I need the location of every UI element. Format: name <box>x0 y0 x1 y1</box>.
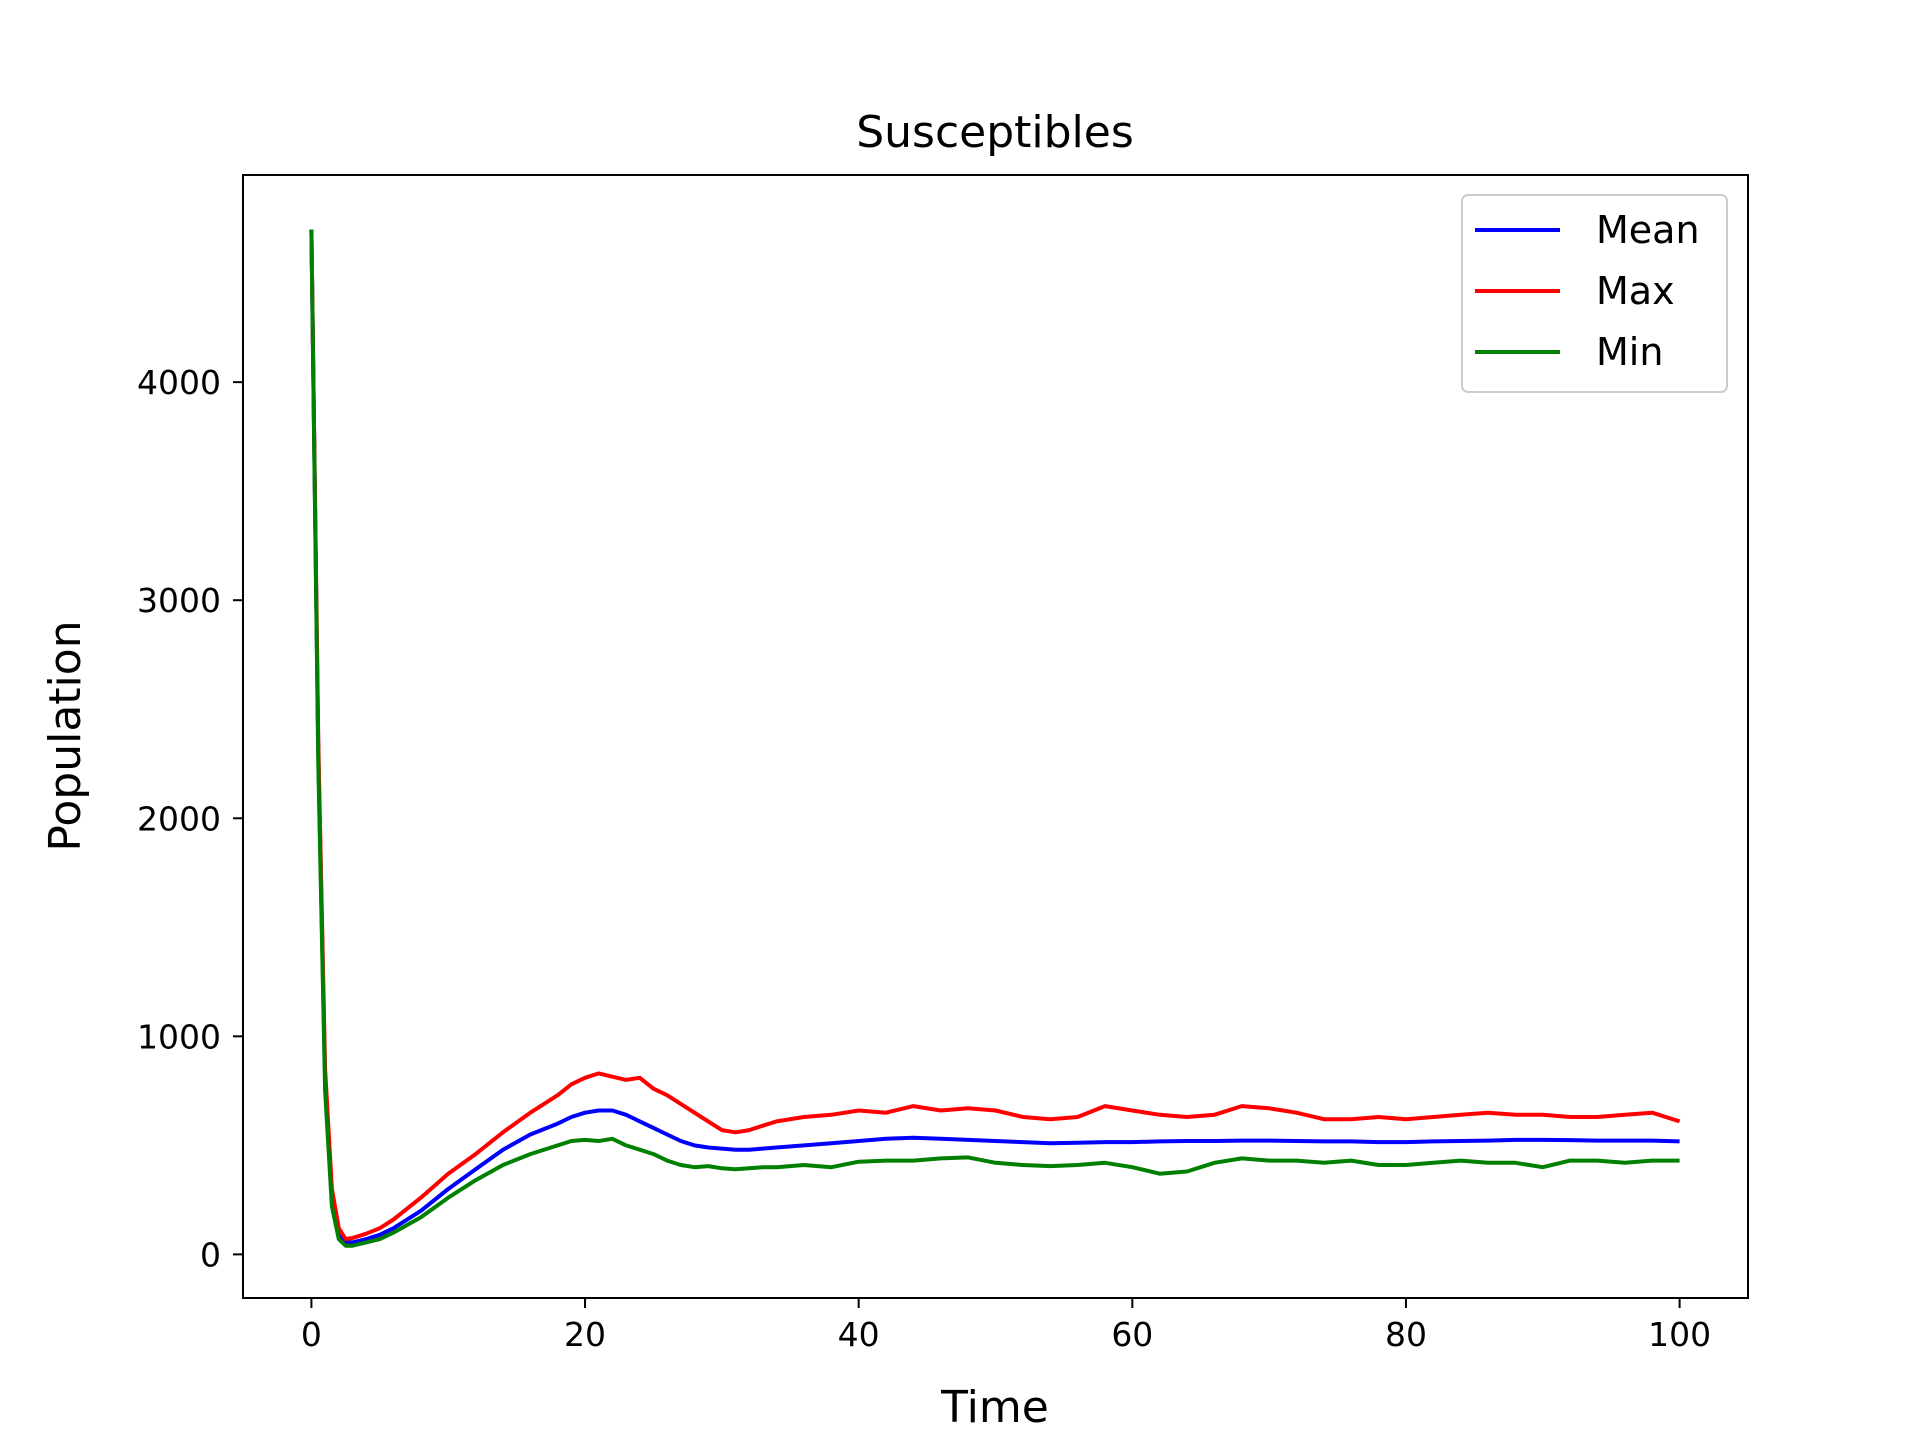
plot-frame <box>242 174 1749 1299</box>
x-tick-label: 80 <box>1385 1315 1427 1354</box>
series-layer <box>309 229 1681 1248</box>
legend-label-min: Min <box>1596 330 1663 374</box>
y-axis-title: Population <box>40 620 91 851</box>
y-tick-label: 1000 <box>137 1017 221 1056</box>
x-tick-label: 40 <box>838 1315 880 1354</box>
x-tick-label: 0 <box>301 1315 322 1354</box>
series-line-min <box>309 229 1680 1248</box>
y-tick-label: 4000 <box>137 363 221 402</box>
x-axis-title: Time <box>940 1382 1049 1433</box>
x-tick-label: 60 <box>1111 1315 1153 1354</box>
y-tick-label: 3000 <box>137 581 221 620</box>
x-tick-label: 20 <box>564 1315 606 1354</box>
series-line-mean <box>309 229 1680 1245</box>
y-tick-label: 0 <box>200 1235 221 1274</box>
chart-title: Susceptibles <box>856 107 1134 158</box>
y-tick-label: 2000 <box>137 799 221 838</box>
legend-label-max: Max <box>1596 269 1675 313</box>
x-axis: 0 20 40 60 80 100 <box>301 1298 1711 1354</box>
series-line-max <box>309 229 1681 1242</box>
y-axis: 0 1000 2000 3000 4000 <box>137 363 243 1274</box>
legend: Mean Max Min <box>1461 194 1728 393</box>
legend-label-mean: Mean <box>1596 208 1700 252</box>
x-tick-label: 100 <box>1648 1315 1711 1354</box>
legend-box <box>1461 194 1728 393</box>
